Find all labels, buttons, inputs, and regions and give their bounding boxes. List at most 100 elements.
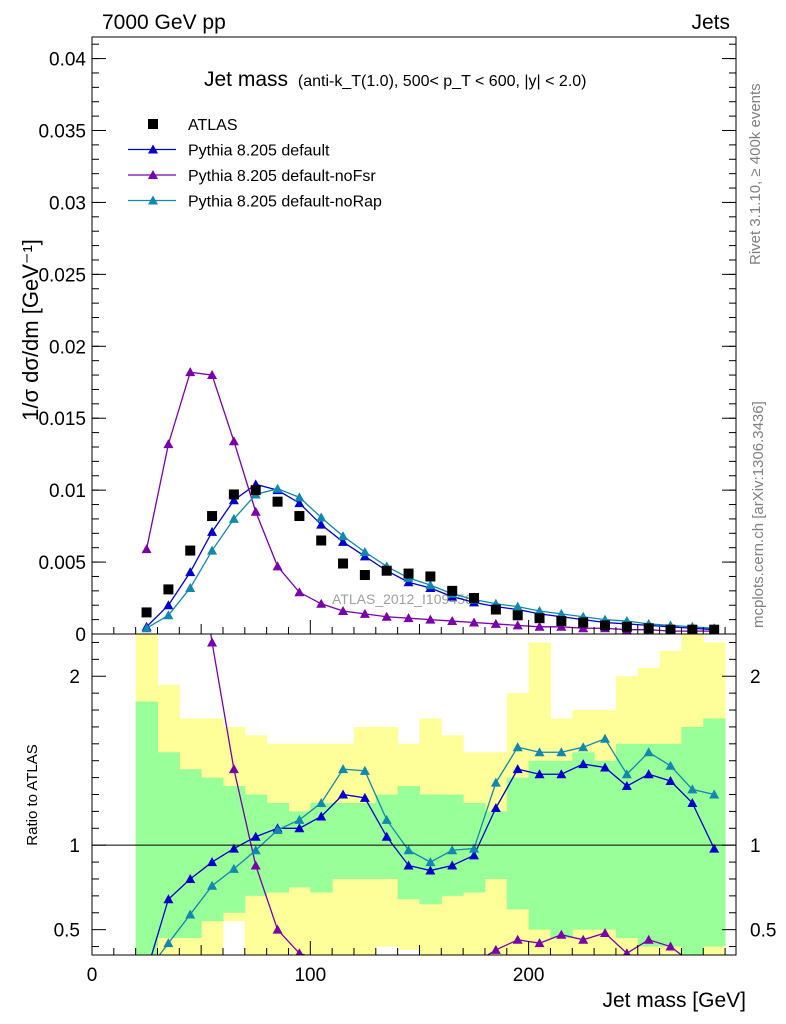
ratio-marker-default bbox=[403, 860, 414, 870]
ratio-marker-noFsr bbox=[534, 938, 545, 948]
ratio-line-noFsr bbox=[210, 634, 683, 955]
main-marker-noFsr bbox=[490, 618, 501, 628]
analysis-watermark: ATLAS_2012_I1094564 bbox=[332, 591, 481, 607]
band-inner-bin bbox=[179, 769, 202, 939]
atlas-data-point bbox=[490, 604, 501, 615]
main-marker-noFsr bbox=[534, 621, 545, 631]
ratio-y-axis-label: Ratio to ATLAS bbox=[24, 744, 41, 845]
main-marker-noFsr bbox=[447, 616, 458, 626]
ratio-marker-default bbox=[512, 764, 523, 774]
ratio-marker-default bbox=[534, 769, 545, 779]
main-marker-default bbox=[163, 600, 174, 610]
main-line-default bbox=[146, 483, 715, 631]
main-marker-default bbox=[185, 567, 196, 577]
header-left-label: 7000 GeV pp bbox=[102, 11, 226, 34]
ratio-marker-noRap bbox=[578, 742, 589, 752]
atlas-data-point bbox=[294, 511, 305, 522]
main-y-tick-label: 0 bbox=[75, 625, 86, 646]
main-y-tick-label: 0.01 bbox=[49, 481, 86, 502]
main-marker-noFsr bbox=[512, 620, 523, 630]
ratio-marker-default bbox=[163, 894, 174, 904]
ratio-y-tick-label: 0.5 bbox=[54, 921, 80, 942]
main-marker-noFsr bbox=[578, 623, 589, 633]
main-marker-noFsr bbox=[250, 506, 261, 516]
legend-marker-atlas bbox=[148, 119, 158, 129]
ratio-y-tick-label: 2 bbox=[69, 667, 80, 688]
ratio-marker-default bbox=[447, 860, 458, 870]
main-marker-noFsr bbox=[141, 544, 152, 554]
ratio-marker-noFsr bbox=[316, 955, 326, 964]
main-marker-noFsr bbox=[163, 439, 174, 449]
ratio-marker-noRap bbox=[490, 777, 501, 787]
mcplots-label: mcplots.cern.ch [arXiv:1306.3436] bbox=[750, 401, 767, 628]
legend-label-norap: Pythia 8.205 default-noRap bbox=[188, 194, 382, 211]
atlas-data-point bbox=[228, 489, 239, 500]
atlas-data-point bbox=[403, 568, 414, 579]
ratio-marker-noFsr bbox=[556, 929, 567, 939]
plot-title-condition: (anti-k_T(1.0), 500< p_T < 600, |y| < 2.… bbox=[298, 73, 587, 90]
ratio-marker-noFsr bbox=[687, 958, 697, 967]
ratio-y-tick-label-right: 1 bbox=[750, 836, 761, 857]
main-marker-default bbox=[207, 526, 218, 536]
main-marker-noFsr bbox=[403, 613, 414, 623]
ratio-marker-default bbox=[469, 850, 480, 860]
plot-title-main: Jet mass bbox=[204, 68, 288, 91]
main-marker-noFsr bbox=[272, 561, 283, 571]
ratio-marker-default bbox=[250, 831, 261, 841]
ratio-marker-noRap bbox=[425, 857, 436, 867]
x-tick-label: 100 bbox=[294, 965, 326, 986]
ratio-marker-noRap bbox=[621, 769, 632, 779]
main-line-noRap bbox=[146, 488, 715, 629]
atlas-data-point bbox=[643, 623, 654, 634]
ratio-marker-noFsr bbox=[382, 962, 392, 971]
ratio-y-tick-label: 1 bbox=[69, 836, 80, 857]
ratio-marker-noRap bbox=[512, 742, 523, 752]
atlas-data-point bbox=[359, 570, 370, 581]
legend: ATLAS Pythia 8.205 default Pythia 8.205 de… bbox=[128, 117, 382, 211]
ratio-marker-default bbox=[338, 789, 349, 799]
ratio-marker-default bbox=[643, 769, 654, 779]
band-inner-bin bbox=[288, 811, 311, 888]
ratio-marker-noFsr bbox=[185, 485, 195, 494]
main-marker-noRap bbox=[228, 513, 239, 523]
ratio-marker-noFsr bbox=[142, 350, 152, 359]
ratio-marker-default bbox=[185, 873, 196, 883]
ratio-marker-noFsr bbox=[404, 965, 414, 974]
main-marker-noRap bbox=[534, 605, 545, 615]
ratio-marker-noFsr bbox=[272, 924, 283, 934]
ratio-marker-noFsr bbox=[425, 967, 435, 976]
ratio-marker-noRap bbox=[469, 843, 480, 853]
atlas-data-point bbox=[534, 613, 545, 624]
main-marker-noRap bbox=[338, 531, 349, 541]
ratio-marker-noFsr bbox=[447, 962, 457, 971]
main-plot-series bbox=[141, 367, 720, 634]
ratio-marker-noFsr bbox=[250, 860, 261, 870]
ratio-marker-noFsr bbox=[490, 944, 501, 954]
x-axis-label: Jet mass [GeV] bbox=[602, 989, 746, 1012]
ratio-marker-noRap bbox=[381, 814, 392, 824]
legend-marker-norap bbox=[148, 195, 158, 205]
ratio-marker-default bbox=[556, 769, 567, 779]
atlas-data-point bbox=[665, 624, 676, 634]
main-marker-noRap bbox=[272, 483, 283, 493]
atlas-data-point bbox=[272, 496, 283, 507]
main-marker-noFsr bbox=[338, 605, 349, 615]
ratio-marker-default bbox=[490, 803, 501, 813]
main-marker-noFsr bbox=[425, 614, 436, 624]
ratio-marker-noFsr bbox=[469, 958, 479, 967]
atlas-data-point bbox=[316, 535, 327, 546]
ratio-marker-noRap bbox=[163, 938, 174, 948]
main-marker-default bbox=[294, 498, 305, 508]
main-marker-noFsr bbox=[228, 436, 239, 446]
band-inner-bin bbox=[353, 802, 377, 879]
main-marker-noRap bbox=[207, 545, 218, 555]
legend-label-default: Pythia 8.205 default bbox=[188, 143, 330, 160]
ratio-marker-noRap bbox=[600, 733, 611, 743]
ratio-marker-default bbox=[359, 792, 370, 802]
header-right-label: Jets bbox=[691, 11, 730, 34]
main-marker-noFsr bbox=[469, 617, 480, 627]
main-marker-noRap bbox=[359, 547, 370, 557]
ratio-marker-noFsr bbox=[665, 941, 676, 951]
rivet-version-label: Rivet 3.1.10, ≥ 400k events bbox=[747, 83, 764, 265]
